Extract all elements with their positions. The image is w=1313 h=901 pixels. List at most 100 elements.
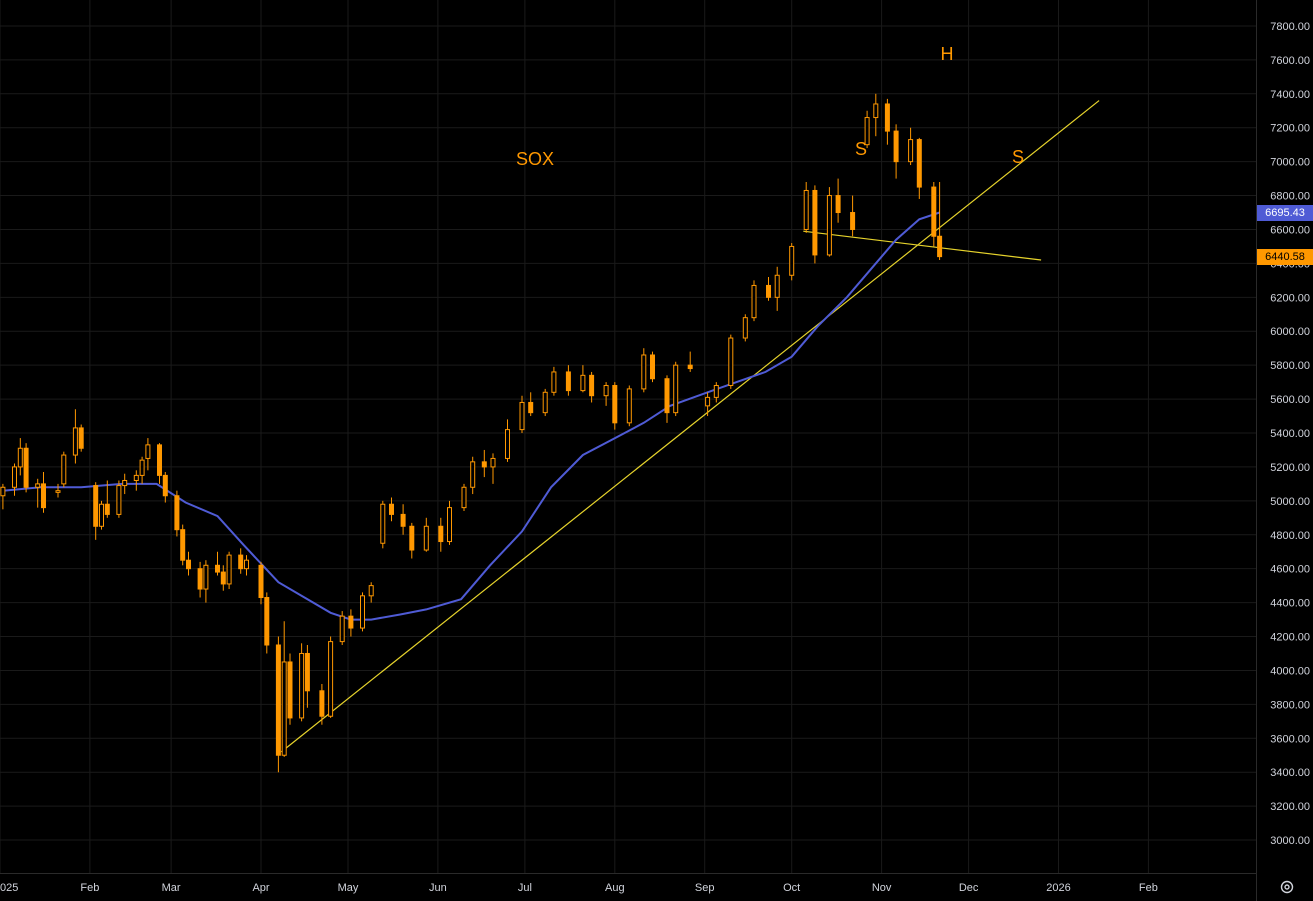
candle [145, 438, 151, 471]
candle [850, 195, 856, 237]
candle [916, 137, 922, 199]
candle [893, 124, 899, 179]
candle [264, 592, 270, 654]
candle [470, 456, 476, 495]
y-tick-label: 5200.00 [1270, 462, 1310, 474]
candle [728, 334, 734, 389]
y-tick-label: 7200.00 [1270, 123, 1310, 135]
y-tick-label: 3200.00 [1270, 801, 1310, 813]
y-tick-label: 4600.00 [1270, 564, 1310, 576]
candle [774, 266, 780, 311]
y-tick-label: 7800.00 [1270, 21, 1310, 33]
candle [937, 181, 943, 261]
candle [751, 280, 757, 322]
x-tick-label: Mar [162, 882, 181, 894]
candle [826, 187, 832, 257]
y-tick-label: 7000.00 [1270, 157, 1310, 169]
candle [180, 524, 186, 566]
last-price-tag: 6440.58 [1257, 248, 1313, 265]
candle [812, 185, 818, 264]
y-axis: 3000.00 3200.00 3400.00 3600.00 3800.00 4000.… [1270, 21, 1310, 847]
candle [803, 181, 809, 233]
candle [389, 497, 394, 522]
y-tick-label: 3000.00 [1270, 835, 1310, 847]
candle [41, 472, 46, 513]
y-tick-label: 4000.00 [1270, 665, 1310, 677]
grid-lines [0, 0, 1256, 873]
candle [400, 504, 406, 535]
candle [35, 478, 41, 508]
candle [12, 463, 17, 496]
x-tick-label: 025 [0, 882, 18, 894]
candle [339, 611, 345, 645]
candle [884, 98, 890, 145]
y-tick-label: 6800.00 [1270, 191, 1310, 203]
candle [641, 348, 647, 393]
candle [519, 395, 525, 433]
gear-icon [1280, 880, 1294, 894]
x-tick-label: Oct [783, 882, 800, 894]
candle [93, 482, 99, 540]
candle [197, 561, 203, 598]
candle [766, 276, 771, 301]
x-tick-label: Sep [695, 882, 715, 894]
head-label: H [941, 44, 954, 64]
candle [238, 548, 244, 574]
y-tick-label: 6000.00 [1270, 326, 1310, 338]
y-tick-label: 4800.00 [1270, 530, 1310, 542]
y-tick-label: 5600.00 [1270, 394, 1310, 406]
candle [423, 517, 429, 552]
trendlines [280, 100, 1100, 753]
y-tick-label: 5000.00 [1270, 496, 1310, 508]
candle [864, 110, 870, 149]
x-tick-label: Aug [605, 882, 625, 894]
x-axis: 025 Feb Mar Apr May Jun Jul Aug Sep Oct Nov Dec 2026… [0, 882, 1158, 894]
candle [551, 366, 557, 396]
candle [328, 636, 334, 718]
candle [258, 561, 264, 605]
candle [589, 371, 595, 403]
candle [99, 500, 104, 530]
candle [650, 351, 655, 383]
candle [215, 551, 220, 576]
candle [162, 472, 168, 503]
y-tick-label: 3400.00 [1270, 767, 1310, 779]
candles [0, 93, 943, 773]
candle [287, 653, 293, 725]
candle [0, 483, 6, 510]
x-tick-label: 2026 [1046, 882, 1070, 894]
candle [203, 560, 209, 603]
candle [116, 480, 122, 518]
candle [104, 480, 110, 518]
moving-average-line [2, 211, 940, 621]
candle [319, 684, 325, 725]
y-tick-label: 5800.00 [1270, 360, 1310, 372]
candle [580, 365, 586, 393]
y-tick-label: 7600.00 [1270, 55, 1310, 67]
candle [186, 551, 191, 576]
candle [687, 351, 693, 372]
candle [368, 582, 374, 603]
candle [281, 621, 287, 757]
y-tick-label: 3800.00 [1270, 699, 1310, 711]
candle [122, 473, 128, 495]
candle [673, 361, 679, 417]
candle [461, 483, 467, 512]
candle [481, 449, 487, 478]
candle [664, 375, 670, 423]
candle [490, 453, 496, 484]
candle [299, 643, 305, 722]
x-tick-label: Jul [518, 882, 532, 894]
candle [438, 517, 444, 552]
y-tick-label: 5400.00 [1270, 428, 1310, 440]
candle [157, 443, 162, 484]
candle [742, 314, 748, 342]
candle [78, 424, 84, 452]
chart-settings-button[interactable] [1276, 876, 1298, 898]
candle [603, 382, 609, 406]
left-shoulder-label: S [855, 139, 867, 159]
x-tick-label: Feb [1139, 882, 1158, 894]
candle [409, 522, 415, 559]
candle [835, 178, 841, 223]
